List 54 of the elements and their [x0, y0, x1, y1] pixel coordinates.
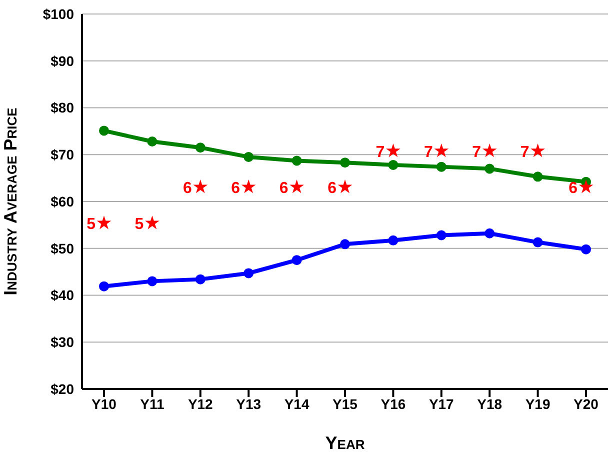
x-tick-label: Y10	[92, 396, 117, 412]
point	[99, 126, 109, 136]
point	[147, 136, 158, 146]
point	[147, 276, 158, 286]
y-tick-label: $50	[50, 240, 74, 256]
data-label: 7	[376, 144, 385, 162]
y-tick-label: $60	[50, 193, 74, 210]
point	[340, 239, 350, 250]
point	[532, 172, 543, 182]
x-tick-label: Y16	[380, 396, 406, 412]
point	[532, 237, 543, 248]
data-label: 6	[279, 180, 288, 198]
point	[99, 281, 109, 292]
x-tick-label: Y14	[284, 396, 310, 412]
point	[292, 255, 302, 266]
x-tick-label: Y15	[332, 396, 358, 412]
x-tick-label: Y20	[574, 396, 599, 412]
y-tick-label: $90	[50, 52, 74, 69]
data-label: 6	[231, 180, 240, 198]
point	[388, 235, 398, 246]
x-tick-label: Y12	[188, 396, 214, 412]
data-label: 7	[424, 144, 433, 162]
x-axis-title: Year	[325, 433, 366, 453]
data-label: 6	[568, 180, 578, 198]
x-tick-label: Y13	[236, 396, 262, 412]
y-tick-label: $20	[50, 380, 74, 397]
y-tick-label: $100	[42, 6, 74, 22]
data-label: 7	[520, 144, 530, 162]
y-tick-label: $30	[50, 334, 74, 350]
y-tick-label: $40	[50, 287, 74, 304]
point	[195, 142, 206, 153]
point	[244, 268, 254, 278]
x-tick-label: Y18	[477, 396, 502, 412]
x-tick-label: Y11	[140, 396, 164, 412]
x-tick-label: Y17	[428, 396, 454, 412]
data-label: 5	[134, 216, 144, 234]
point	[581, 244, 591, 254]
data-label: 5	[86, 216, 96, 234]
x-tick-label: Y19	[525, 396, 550, 412]
point	[195, 274, 206, 284]
data-label: 6	[182, 180, 192, 198]
point	[436, 230, 446, 240]
point	[388, 160, 398, 170]
point	[484, 164, 495, 174]
point	[484, 228, 495, 238]
y-tick-label: $70	[50, 146, 74, 163]
point	[340, 158, 350, 168]
point	[436, 162, 446, 172]
point	[244, 152, 254, 162]
y-axis-title: Industry Average Price	[0, 107, 20, 296]
data-label: 7	[472, 144, 482, 162]
y-tick-label: $80	[50, 100, 74, 116]
data-label: 6	[328, 180, 337, 198]
point	[292, 156, 302, 166]
